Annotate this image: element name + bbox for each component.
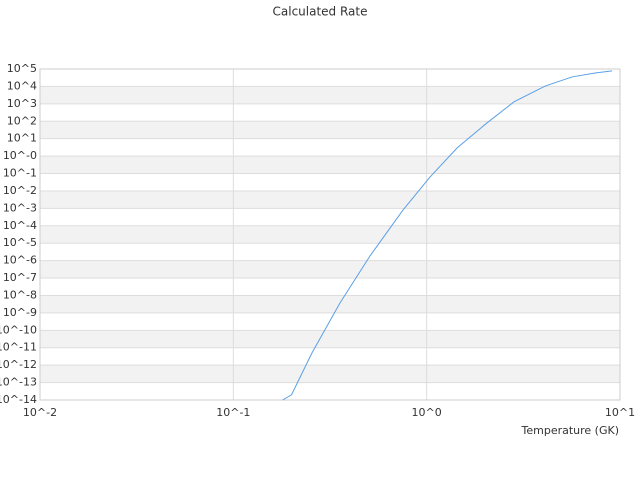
x-tick-label: 10^0 <box>412 406 442 419</box>
y-tick-label: 10^-1 <box>3 167 37 180</box>
grid-band <box>40 86 620 104</box>
y-tick-label: 10^1 <box>7 132 37 145</box>
y-tick-label: 10^-2 <box>3 184 37 197</box>
y-tick-label: 10^-13 <box>0 376 37 389</box>
chart-title: Calculated Rate <box>273 5 368 19</box>
plot-border <box>39 68 621 401</box>
y-tick-label: 10^-6 <box>3 254 37 267</box>
y-tick-label: 10^-8 <box>3 288 37 301</box>
grid-band <box>40 330 620 348</box>
y-tick-label: 10^4 <box>7 79 37 92</box>
grid-band <box>40 260 620 279</box>
grid-band <box>40 365 620 383</box>
y-tick-label: 10^-3 <box>3 201 37 214</box>
y-tick-label: 10^-12 <box>0 358 37 371</box>
y-tick-label: 10^2 <box>7 114 37 127</box>
x-tick-label: 10^-2 <box>23 406 57 419</box>
y-tick-label: 10^-0 <box>3 149 37 162</box>
y-tick-label: 10^-4 <box>3 219 37 232</box>
y-tick-label: 10^-11 <box>0 341 37 354</box>
grid-band <box>40 295 620 313</box>
line <box>282 70 613 401</box>
y-tick-label: 10^-10 <box>0 323 37 336</box>
y-tick-label: 10^5 <box>7 62 37 75</box>
y-tick-label: 10^-5 <box>3 236 37 249</box>
x-tick-label: 10^1 <box>605 406 635 419</box>
grid-band <box>40 121 620 139</box>
y-tick-label: 10^-7 <box>3 271 37 284</box>
y-tick-label: 10^3 <box>7 97 37 110</box>
grid-band <box>40 190 620 209</box>
y-tick-label: 10^-14 <box>0 393 37 406</box>
y-tick-label: 10^-9 <box>3 306 37 319</box>
grid-band <box>40 225 620 244</box>
x-tick-label: 10^-1 <box>216 406 250 419</box>
grid-band <box>40 156 620 174</box>
x-axis-label: Temperature (GK) <box>521 424 620 437</box>
